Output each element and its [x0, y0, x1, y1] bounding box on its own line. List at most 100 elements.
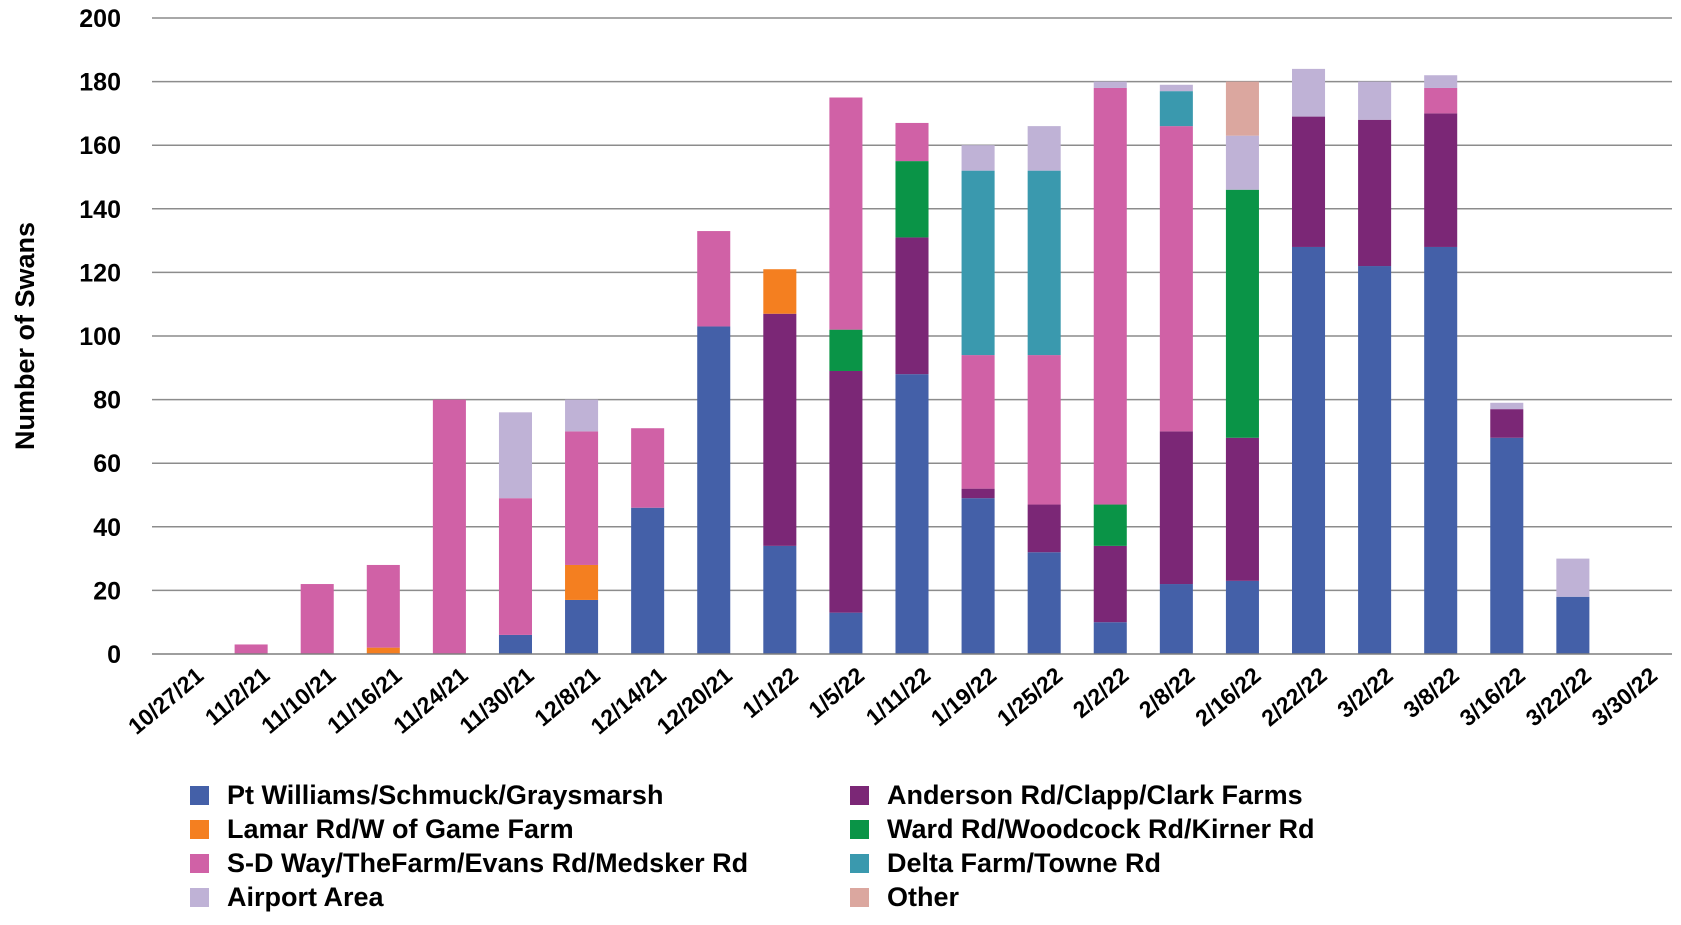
x-tick-label: 3/16/22: [1454, 662, 1530, 731]
y-tick-label: 20: [93, 577, 121, 605]
x-tick-label: 10/27/21: [123, 662, 208, 740]
bar-segment: [1556, 596, 1590, 654]
legend-label: Delta Farm/Towne Rd: [887, 847, 1162, 878]
legend-swatch: [850, 853, 869, 873]
legend-label: Anderson Rd/Clapp/Clark Farms: [887, 779, 1303, 810]
bar-segment: [829, 612, 863, 654]
bar-segment: [961, 488, 995, 499]
legend-swatch: [190, 887, 209, 907]
x-tick-label: 1/19/22: [926, 662, 1002, 731]
legend-swatch: [850, 785, 869, 805]
bar-segment: [895, 122, 929, 162]
bar-segment: [1490, 402, 1524, 410]
bar-segment: [1424, 75, 1458, 88]
legend-item: S-D Way/TheFarm/Evans Rd/Medsker Rd: [190, 846, 748, 880]
bar-segment: [1027, 355, 1061, 505]
bar-segment: [763, 545, 797, 654]
bar-segment: [763, 269, 797, 314]
y-axis-tick-labels: 0 20 40 60 80 100 120 140 160 180 200: [79, 5, 121, 669]
legend-swatch: [850, 819, 869, 839]
bar-segment: [1490, 437, 1524, 654]
bar-segment: [631, 507, 665, 654]
bar-segment: [1292, 68, 1326, 117]
bar-segment: [366, 647, 400, 654]
x-tick-label: 3/30/22: [1587, 662, 1663, 731]
bar-segment: [895, 161, 929, 238]
bar-segment: [565, 399, 599, 432]
bar-segment: [631, 428, 665, 508]
y-tick-label: 40: [93, 514, 121, 542]
bar-segment: [300, 584, 334, 654]
bar-segment: [1225, 81, 1259, 136]
legend-swatch: [190, 853, 209, 873]
bar-segment: [1225, 135, 1259, 190]
bar-segment: [895, 237, 929, 375]
bar-segment: [366, 564, 400, 648]
bar-segment: [697, 231, 731, 327]
x-tick-label: 11/10/21: [256, 662, 340, 739]
legend-swatch: [850, 887, 869, 907]
bar-segment: [961, 145, 995, 171]
bar-segment: [1424, 87, 1458, 114]
bar-segment: [1093, 504, 1127, 546]
y-tick-label: 200: [79, 5, 121, 33]
bar-segment: [1159, 584, 1193, 654]
bar-segment: [498, 498, 532, 635]
x-tick-label: 3/2/22: [1332, 662, 1398, 723]
legend-item: Anderson Rd/Clapp/Clark Farms: [850, 778, 1303, 812]
bar-segment: [1292, 116, 1326, 247]
y-tick-label: 120: [79, 259, 121, 287]
legend-item: Ward Rd/Woodcock Rd/Kirner Rd: [850, 812, 1315, 846]
bar-segment: [1225, 437, 1259, 581]
bar-segment: [498, 634, 532, 654]
bar-segment: [565, 431, 599, 565]
y-tick-label: 180: [79, 69, 121, 97]
bar-segment: [1358, 119, 1392, 267]
bar-segment: [1159, 91, 1193, 127]
legend-label: Ward Rd/Woodcock Rd/Kirner Rd: [887, 813, 1315, 844]
y-axis-label: Number of Swans: [10, 222, 40, 450]
legend-label: Lamar Rd/W of Game Farm: [227, 813, 574, 844]
bar-segment: [1027, 504, 1061, 553]
x-tick-label: 1/11/22: [861, 662, 936, 730]
x-tick-label: 11/24/21: [388, 662, 472, 739]
x-tick-label: 2/2/22: [1068, 662, 1134, 723]
bar-segment: [1358, 81, 1392, 120]
bar-segment: [1093, 622, 1127, 654]
y-tick-label: 60: [93, 450, 121, 478]
bar-segment: [829, 370, 863, 613]
y-tick-label: 140: [79, 196, 121, 224]
bar-segment: [961, 355, 995, 489]
legend-swatch: [190, 785, 209, 805]
bar-segment: [1159, 126, 1193, 432]
bar-segment: [1159, 84, 1193, 92]
legend-item: Lamar Rd/W of Game Farm: [190, 812, 574, 846]
y-tick-label: 0: [107, 641, 121, 669]
bar-segment: [961, 498, 995, 654]
legend-item: Airport Area: [190, 880, 384, 914]
bar-segment: [1490, 409, 1524, 438]
x-tick-label: 1/5/22: [803, 662, 869, 723]
x-tick-label: 1/25/22: [992, 662, 1068, 731]
bar-segment: [498, 412, 532, 499]
bar-segment: [1358, 266, 1392, 654]
legend-item: Delta Farm/Towne Rd: [850, 846, 1161, 880]
bar-segment: [1093, 87, 1127, 505]
bar-segment: [1556, 558, 1590, 597]
legend-swatch: [190, 819, 209, 839]
bar-segment: [432, 399, 466, 654]
legend-label: Airport Area: [227, 881, 384, 912]
y-tick-label: 160: [79, 132, 121, 160]
bar-segment: [763, 313, 797, 546]
x-tick-label: 3/8/22: [1398, 662, 1464, 723]
bar-segment: [895, 374, 929, 654]
bar-segment: [1225, 189, 1259, 438]
x-tick-label: 11/16/21: [322, 662, 406, 739]
legend-item: Other: [850, 880, 959, 914]
bar-segment: [565, 599, 599, 654]
legend-label: S-D Way/TheFarm/Evans Rd/Medsker Rd: [227, 847, 749, 878]
bar-segment: [697, 326, 731, 654]
x-tick-label: 12/20/21: [652, 662, 737, 740]
bar-segment: [1027, 552, 1061, 654]
